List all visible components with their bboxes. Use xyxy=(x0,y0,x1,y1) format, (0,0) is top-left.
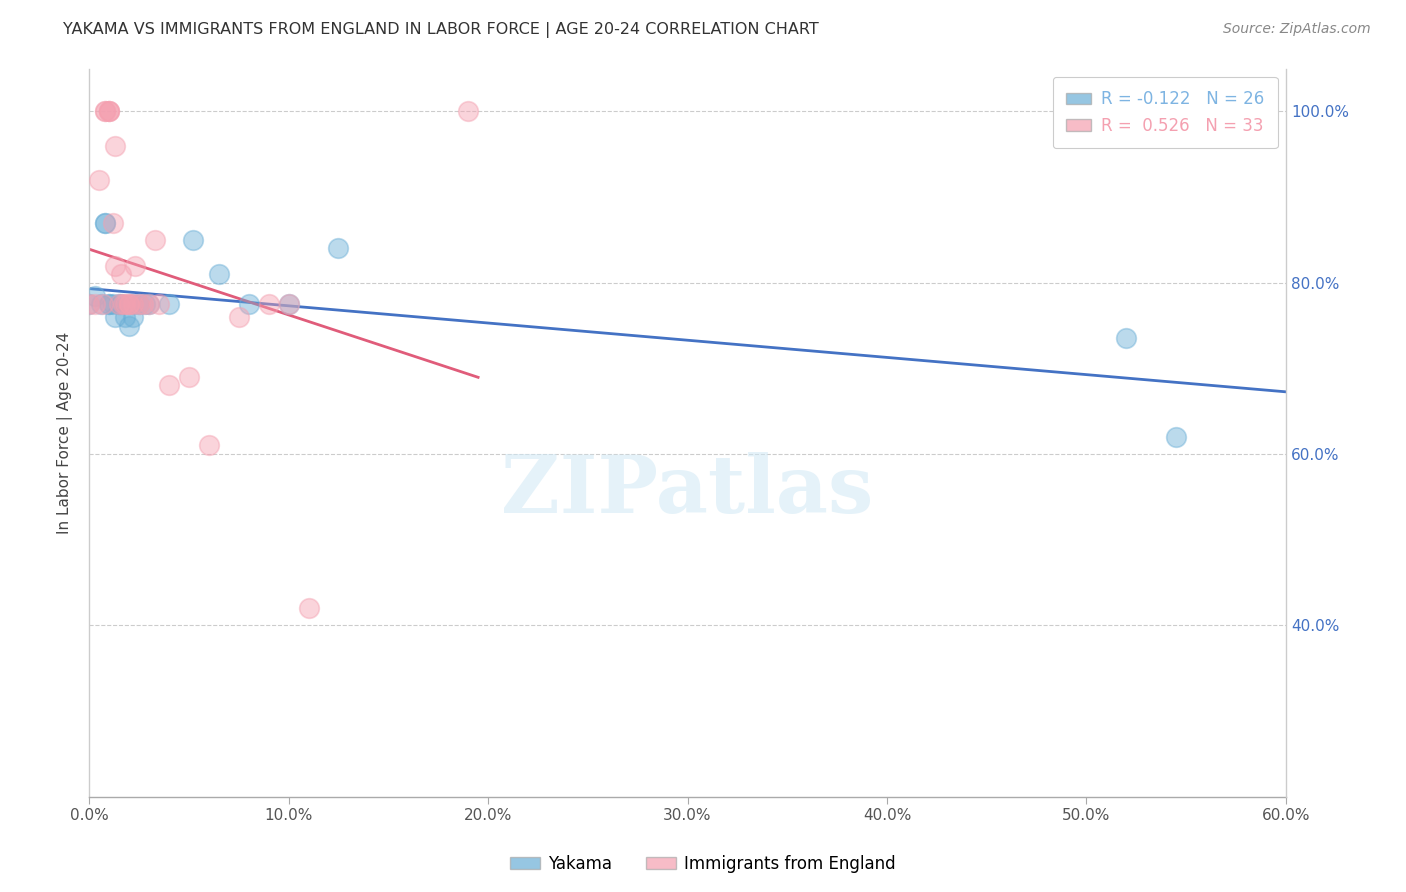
Point xyxy=(148,297,170,311)
Point xyxy=(98,104,121,119)
Point xyxy=(122,297,145,311)
Point xyxy=(124,259,146,273)
Point xyxy=(128,297,150,311)
Point xyxy=(84,297,107,311)
Point xyxy=(238,297,260,311)
Point xyxy=(108,297,131,311)
Point xyxy=(98,297,121,311)
Point xyxy=(128,297,150,311)
Point xyxy=(228,310,250,324)
Point xyxy=(328,241,350,255)
Point xyxy=(108,297,131,311)
Point xyxy=(277,297,299,311)
Point xyxy=(177,370,200,384)
Point xyxy=(114,297,136,311)
Point xyxy=(84,288,107,302)
Point xyxy=(94,104,117,119)
Point xyxy=(90,297,112,311)
Point xyxy=(94,216,117,230)
Point xyxy=(157,297,180,311)
Point xyxy=(157,378,180,392)
Point xyxy=(94,216,117,230)
Point xyxy=(297,601,319,615)
Point xyxy=(104,259,127,273)
Point xyxy=(91,297,114,311)
Point xyxy=(110,267,132,281)
Point xyxy=(98,104,121,119)
Point xyxy=(134,297,156,311)
Point xyxy=(198,438,221,452)
Point xyxy=(77,297,100,311)
Point xyxy=(101,297,124,311)
Point xyxy=(101,216,124,230)
Point xyxy=(89,173,111,187)
Y-axis label: In Labor Force | Age 20-24: In Labor Force | Age 20-24 xyxy=(58,332,73,533)
Point xyxy=(77,297,100,311)
Point xyxy=(138,297,160,311)
Point xyxy=(143,233,166,247)
Point xyxy=(277,297,299,311)
Point xyxy=(112,297,135,311)
Point xyxy=(1166,430,1188,444)
Point xyxy=(181,233,204,247)
Point xyxy=(104,138,127,153)
Point xyxy=(122,297,145,311)
Point xyxy=(118,297,141,311)
Point xyxy=(98,104,121,119)
Point xyxy=(122,310,145,324)
Point xyxy=(257,297,280,311)
Point xyxy=(110,297,132,311)
Point xyxy=(98,297,121,311)
Legend: R = -0.122   N = 26, R =  0.526   N = 33: R = -0.122 N = 26, R = 0.526 N = 33 xyxy=(1053,77,1278,148)
Point xyxy=(457,104,479,119)
Point xyxy=(94,104,117,119)
Point xyxy=(114,310,136,324)
Point xyxy=(118,297,141,311)
Point xyxy=(138,297,160,311)
Point xyxy=(132,297,155,311)
Text: ZIPatlas: ZIPatlas xyxy=(502,452,873,530)
Point xyxy=(118,318,141,333)
Point xyxy=(1115,331,1137,345)
Text: YAKAMA VS IMMIGRANTS FROM ENGLAND IN LABOR FORCE | AGE 20-24 CORRELATION CHART: YAKAMA VS IMMIGRANTS FROM ENGLAND IN LAB… xyxy=(63,22,820,38)
Point xyxy=(208,267,231,281)
Point xyxy=(104,310,127,324)
Text: Source: ZipAtlas.com: Source: ZipAtlas.com xyxy=(1223,22,1371,37)
Legend: Yakama, Immigrants from England: Yakama, Immigrants from England xyxy=(503,848,903,880)
